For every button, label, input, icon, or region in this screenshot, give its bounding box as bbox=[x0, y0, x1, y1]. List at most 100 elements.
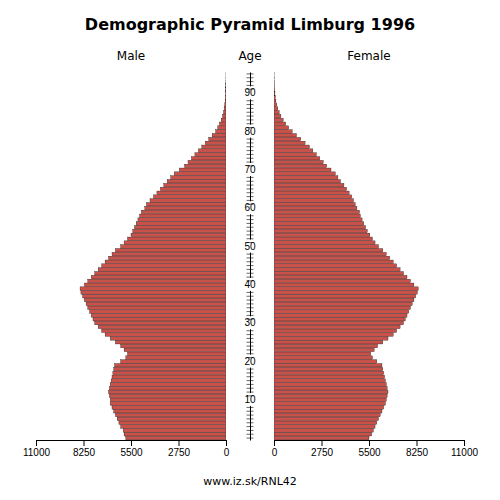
minor-tick bbox=[247, 146, 254, 147]
bar bbox=[274, 371, 384, 374]
bar bbox=[84, 283, 226, 286]
tick bbox=[247, 181, 254, 182]
tick: 0 bbox=[272, 440, 278, 458]
tick bbox=[247, 89, 254, 90]
tick bbox=[247, 338, 254, 339]
bar bbox=[274, 314, 407, 317]
bar bbox=[274, 383, 386, 386]
minor-tick bbox=[247, 200, 254, 201]
bar bbox=[126, 356, 226, 359]
bar bbox=[88, 279, 226, 282]
bar bbox=[274, 287, 418, 290]
bar bbox=[274, 176, 338, 179]
minor-tick bbox=[247, 353, 254, 354]
minor-tick bbox=[247, 395, 254, 396]
bar bbox=[274, 183, 344, 186]
minor-tick bbox=[247, 165, 254, 166]
bar bbox=[179, 168, 226, 171]
bar bbox=[80, 287, 226, 290]
tick bbox=[247, 81, 254, 82]
tick-label: 50 bbox=[244, 241, 256, 252]
bar bbox=[109, 390, 226, 393]
minor-tick bbox=[247, 119, 254, 120]
minor-tick bbox=[247, 77, 254, 78]
tick bbox=[247, 108, 254, 109]
minor-tick bbox=[247, 319, 254, 320]
tick bbox=[247, 319, 254, 320]
minor-tick bbox=[247, 330, 254, 331]
tick-label: 8250 bbox=[406, 447, 429, 458]
bar bbox=[109, 387, 226, 390]
bar bbox=[185, 164, 226, 167]
bar bbox=[274, 76, 275, 79]
bar bbox=[113, 371, 226, 374]
bar bbox=[274, 107, 278, 110]
tick: 0 bbox=[224, 440, 230, 458]
bar bbox=[128, 352, 226, 355]
minor-tick bbox=[247, 269, 254, 270]
bar bbox=[274, 352, 371, 355]
bar bbox=[164, 183, 226, 186]
tick: 11000 bbox=[451, 440, 479, 458]
tick bbox=[247, 227, 254, 228]
bar bbox=[209, 137, 226, 140]
bar bbox=[121, 360, 226, 363]
bar bbox=[109, 394, 226, 397]
bar bbox=[274, 72, 275, 75]
minor-tick bbox=[247, 150, 254, 151]
minor-tick bbox=[247, 242, 254, 243]
bar bbox=[274, 379, 385, 382]
minor-tick bbox=[247, 85, 254, 86]
bar bbox=[274, 164, 327, 167]
minor-tick bbox=[247, 215, 254, 216]
tick bbox=[247, 119, 254, 120]
minor-tick bbox=[247, 223, 254, 224]
bar bbox=[138, 218, 226, 221]
bar bbox=[90, 310, 226, 313]
tick bbox=[247, 127, 254, 128]
minor-tick bbox=[247, 162, 254, 163]
bar bbox=[274, 275, 407, 278]
tick bbox=[247, 112, 254, 113]
bar bbox=[274, 302, 412, 305]
label-background bbox=[242, 393, 258, 406]
bar bbox=[274, 279, 410, 282]
bar bbox=[225, 72, 226, 75]
bar bbox=[205, 141, 226, 144]
bar bbox=[119, 421, 226, 424]
minor-tick bbox=[247, 307, 254, 308]
bar bbox=[274, 84, 275, 87]
minor-tick bbox=[247, 300, 254, 301]
minor-tick bbox=[247, 349, 254, 350]
tick bbox=[247, 315, 254, 316]
bar bbox=[274, 421, 377, 424]
minor-tick bbox=[247, 204, 254, 205]
tick: 8250 bbox=[73, 440, 96, 458]
tick-label: 11000 bbox=[451, 447, 479, 458]
bar bbox=[274, 306, 410, 309]
bar bbox=[274, 95, 275, 98]
tick: 2750 bbox=[311, 440, 334, 458]
bar bbox=[110, 398, 226, 401]
bar bbox=[128, 237, 226, 240]
tick: 40 bbox=[242, 278, 258, 291]
tick-label: 8250 bbox=[73, 447, 96, 458]
bar bbox=[274, 249, 383, 252]
bar bbox=[274, 229, 367, 232]
minor-tick bbox=[247, 372, 254, 373]
x-axis: 027505500825011000 bbox=[272, 440, 479, 458]
tick-mark bbox=[226, 440, 227, 446]
bar bbox=[274, 425, 375, 428]
tick bbox=[247, 434, 254, 435]
tick bbox=[247, 177, 254, 178]
minor-tick bbox=[247, 376, 254, 377]
bar bbox=[274, 237, 372, 240]
bar bbox=[93, 318, 226, 321]
tick bbox=[247, 158, 254, 159]
bar bbox=[225, 80, 226, 83]
bar bbox=[224, 107, 226, 110]
bar bbox=[274, 398, 386, 401]
bar bbox=[274, 436, 369, 439]
tick bbox=[247, 204, 254, 205]
tick bbox=[247, 238, 254, 239]
